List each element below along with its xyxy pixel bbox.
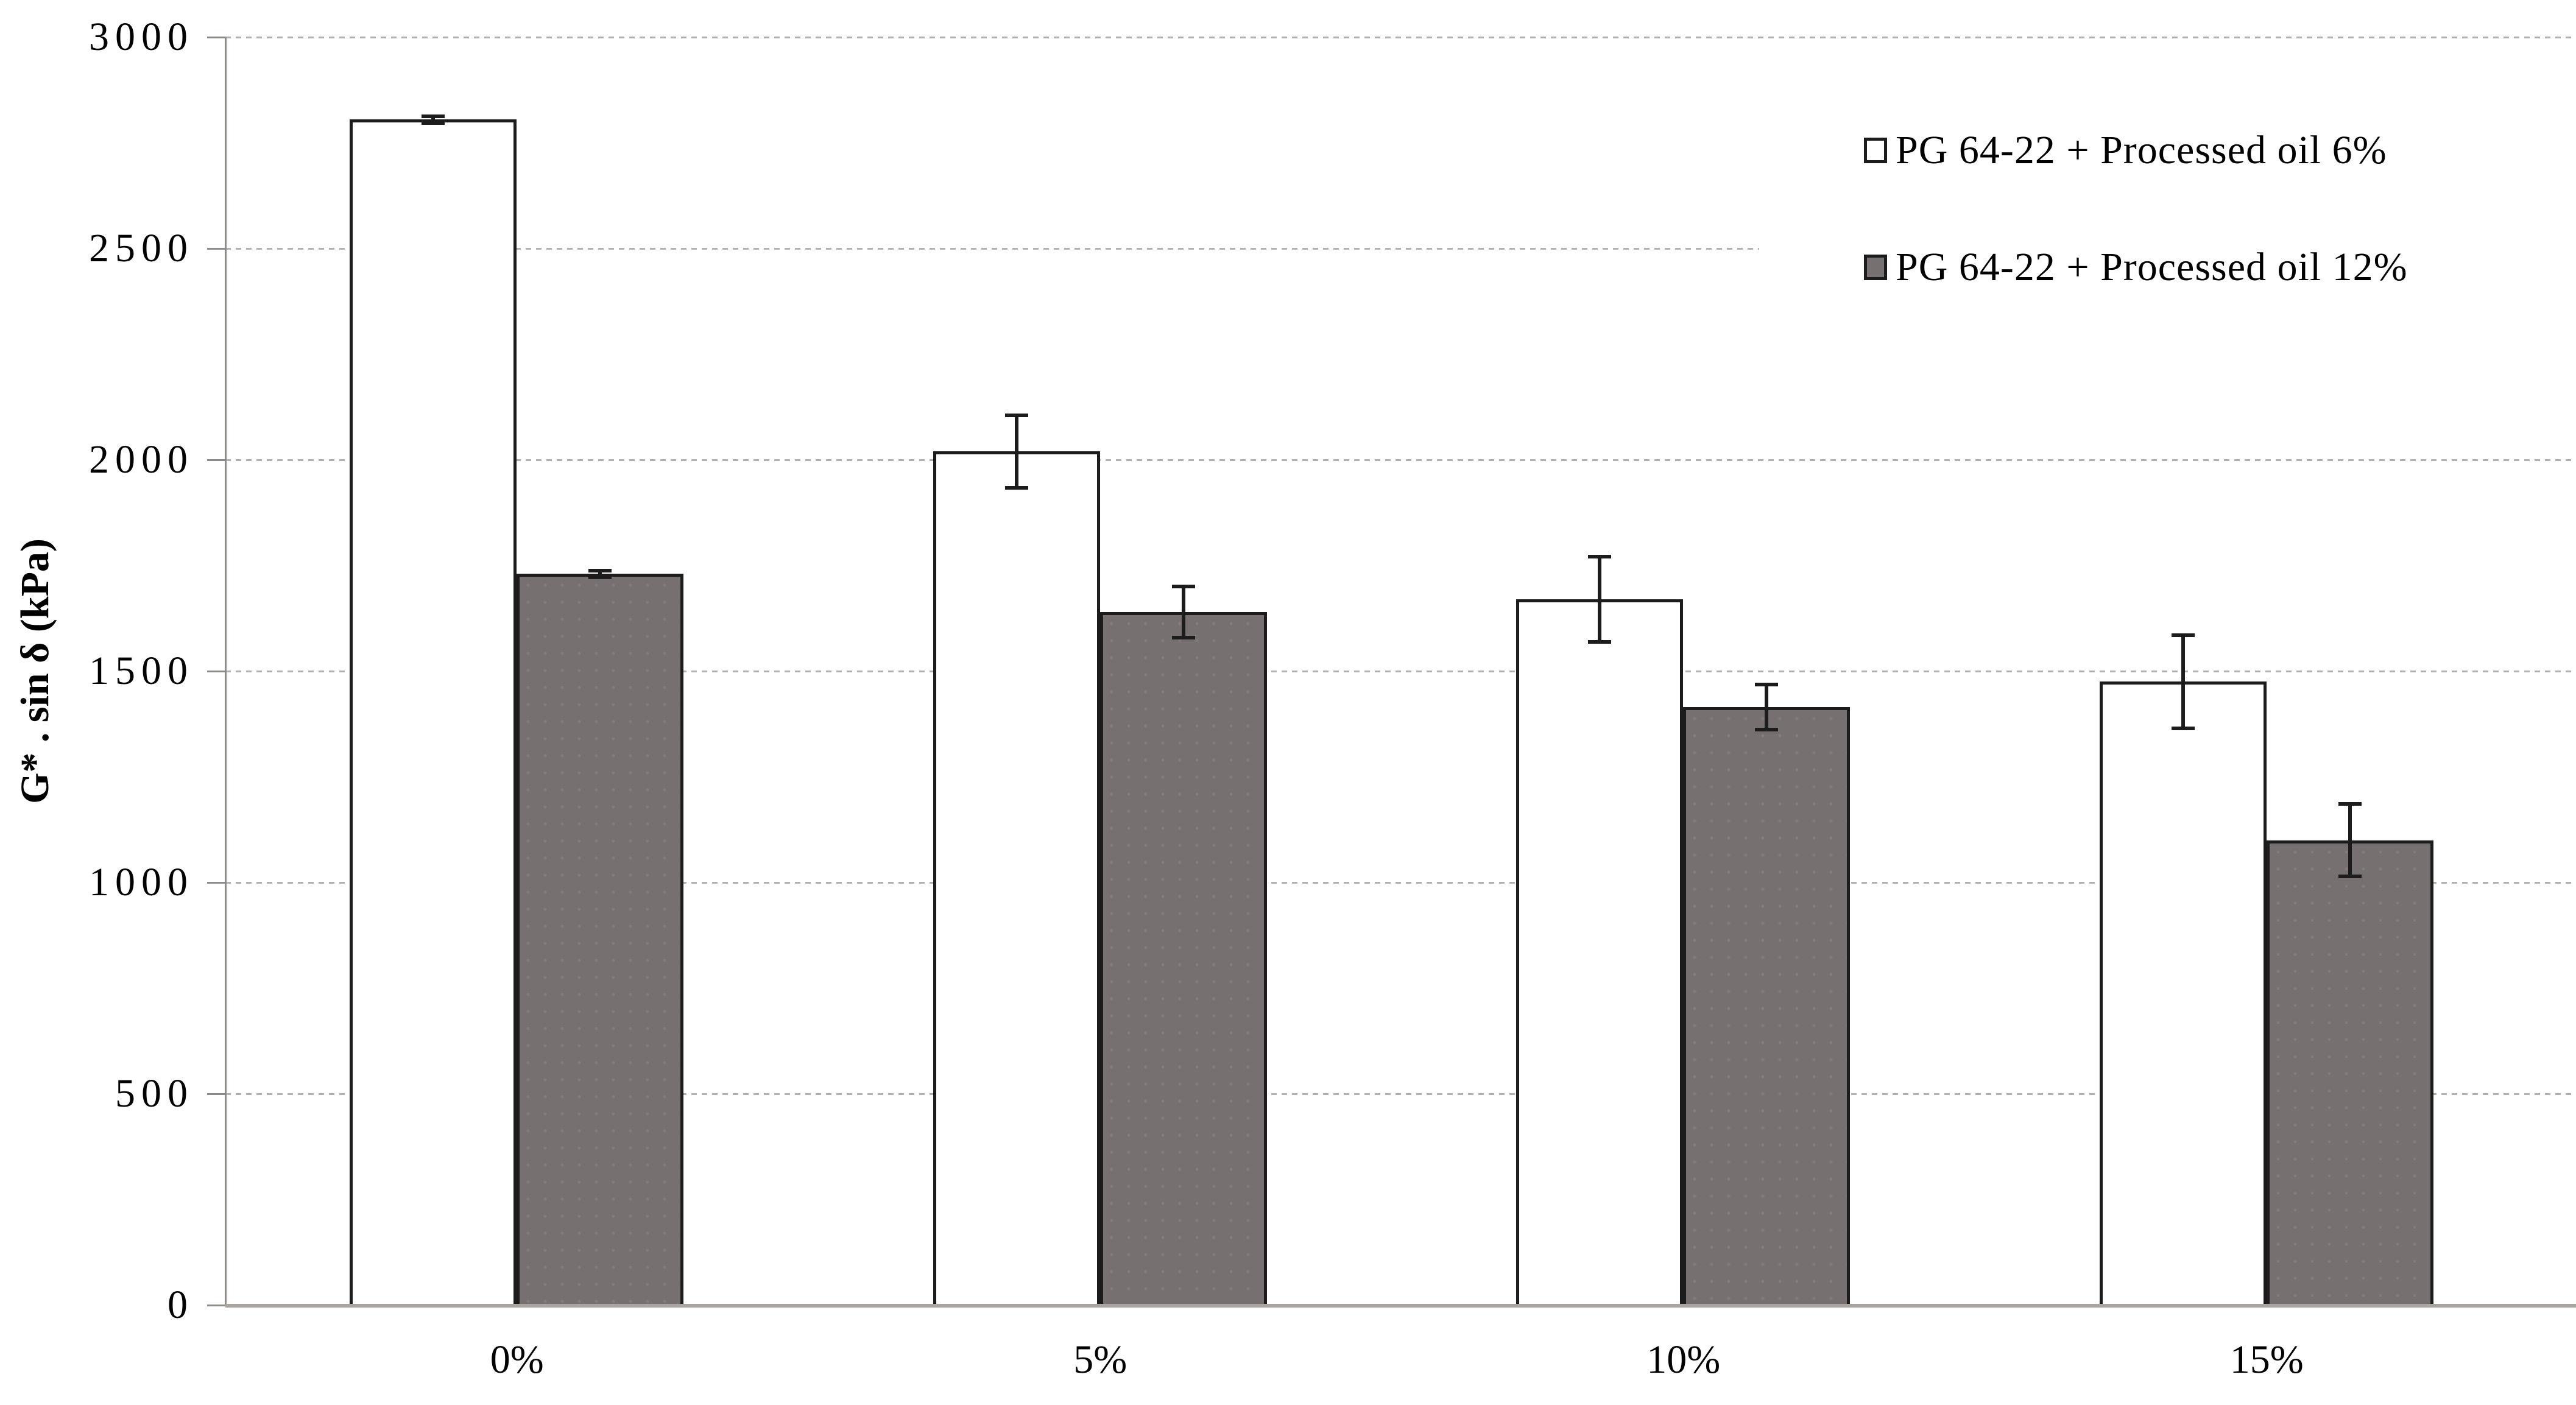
y-tick-2500 [207, 248, 225, 250]
x-axis-line [225, 1304, 2576, 1308]
y-tick-label-3000: 3000 [89, 15, 194, 59]
error-bar-series1-15% [2171, 633, 2195, 731]
legend-item-series-2: PG 64-22 + Processed oil 12% [1864, 245, 2408, 289]
y-tick-label-1500: 1500 [89, 649, 194, 693]
y-tick-2000 [207, 459, 225, 461]
legend-swatch-gray [1864, 255, 1887, 280]
legend-label-series-1: PG 64-22 + Processed oil 6% [1896, 128, 2387, 172]
error-bar-series2-5% [1171, 584, 1195, 639]
error-line [2348, 802, 2352, 879]
legend-swatch-white [1864, 138, 1887, 163]
error-bar-series2-0% [588, 569, 612, 579]
x-category-label-0%: 0% [490, 1337, 544, 1382]
error-bar-series2-15% [2338, 802, 2362, 879]
bar-series1-10% [1516, 599, 1683, 1305]
y-gridline-2000 [225, 459, 2576, 461]
error-line [598, 569, 602, 579]
error-line [2181, 633, 2185, 731]
bar-series1-0% [350, 119, 517, 1305]
error-line [1598, 555, 1601, 644]
bar-series2-0% [517, 574, 683, 1305]
y-tick-label-500: 500 [115, 1071, 194, 1116]
y-axis-line [225, 37, 227, 1305]
error-bar-series1-10% [1588, 555, 1611, 644]
y-tick-label-0: 0 [168, 1283, 194, 1327]
legend-label-series-2: PG 64-22 + Processed oil 12% [1896, 245, 2408, 289]
bar-series2-10% [1683, 706, 1850, 1305]
error-line [1181, 584, 1185, 639]
error-line [1765, 682, 1768, 732]
bar-series1-15% [2099, 681, 2267, 1305]
y-gridline-1000 [225, 882, 2576, 884]
error-bar-series1-5% [1004, 413, 1028, 490]
error-line [431, 114, 435, 125]
y-gridline-2500 [225, 248, 2576, 250]
error-line [1014, 413, 1018, 490]
y-tick-0 [207, 1305, 225, 1306]
legend: PG 64-22 + Processed oil 6% PG 64-22 + P… [1759, 104, 2576, 335]
y-tick-1000 [207, 882, 225, 884]
y-gridline-3000 [225, 37, 2576, 38]
y-tick-1500 [207, 671, 225, 672]
y-tick-label-2000: 2000 [89, 437, 194, 482]
bar-series2-5% [1099, 611, 1267, 1305]
error-bar-series1-0% [422, 114, 445, 125]
y-tick-label-2500: 2500 [89, 226, 194, 270]
bar-series1-5% [933, 451, 1100, 1305]
y-gridline-500 [225, 1093, 2576, 1095]
x-category-label-10%: 10% [1646, 1337, 1721, 1382]
y-tick-3000 [207, 37, 225, 38]
y-tick-label-1000: 1000 [89, 860, 194, 904]
x-category-label-15%: 15% [2229, 1337, 2304, 1382]
x-category-label-5%: 5% [1073, 1337, 1127, 1382]
bar-series2-15% [2266, 840, 2433, 1305]
y-gridline-1500 [225, 671, 2576, 672]
y-tick-500 [207, 1093, 225, 1095]
error-bar-series2-10% [1755, 682, 1778, 732]
legend-item-series-1: PG 64-22 + Processed oil 6% [1864, 128, 2387, 172]
